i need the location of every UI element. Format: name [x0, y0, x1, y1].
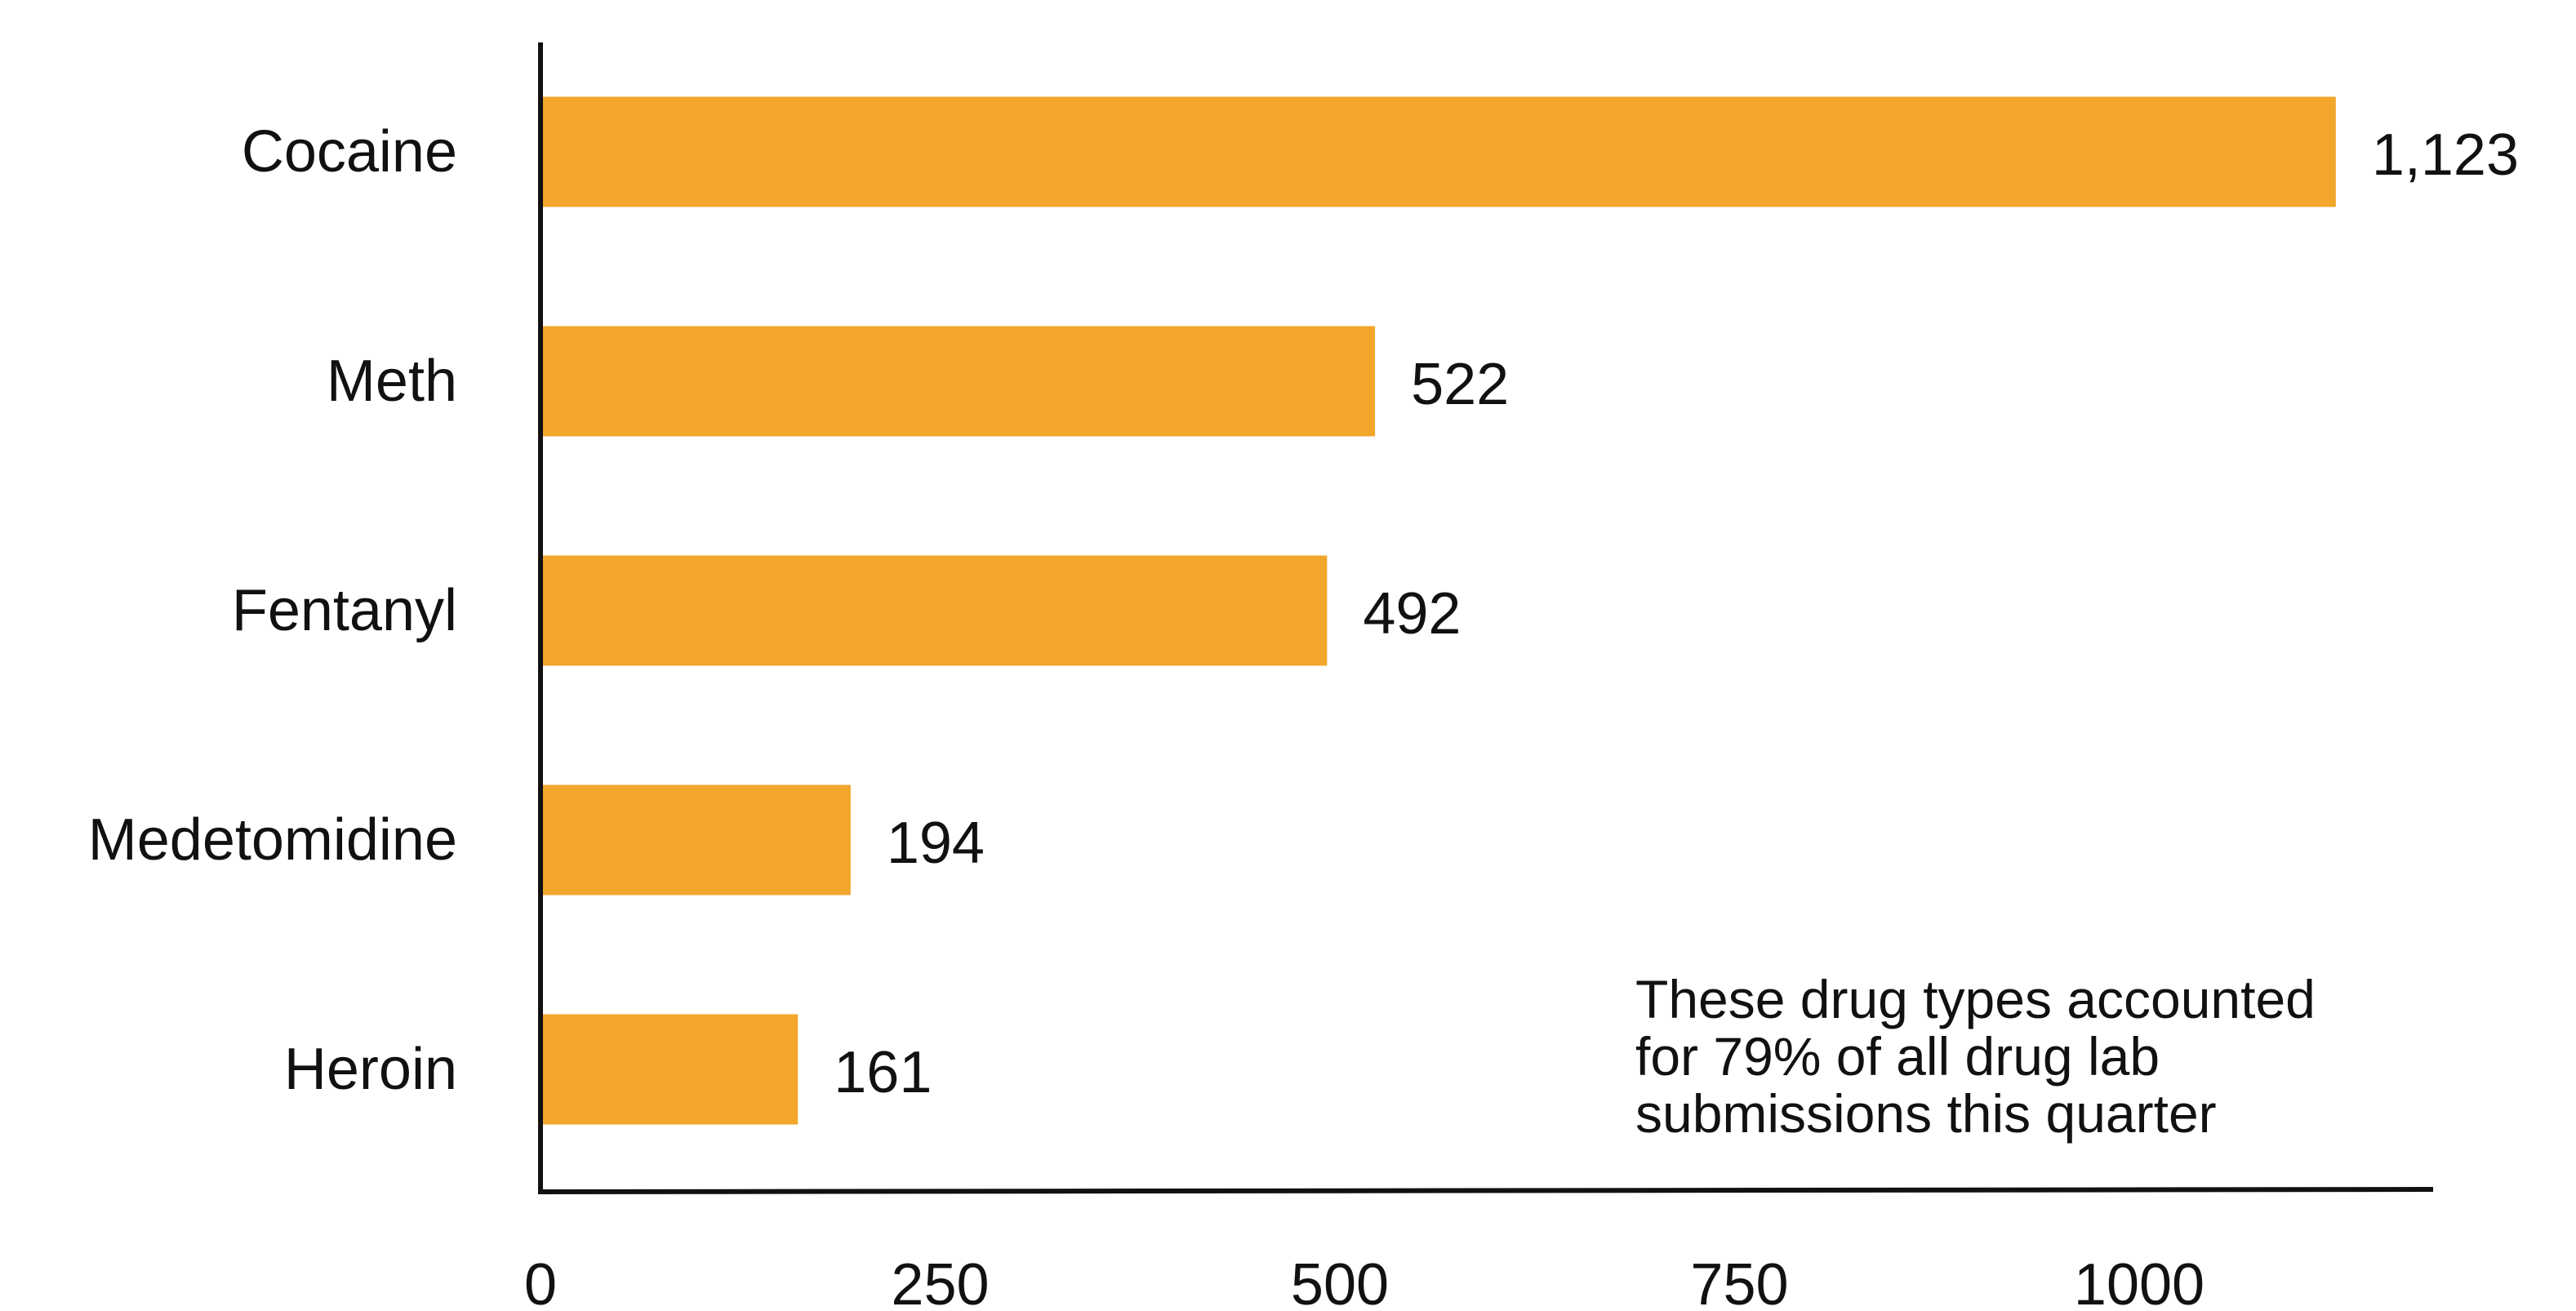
- bar-cocaine: [541, 96, 2336, 207]
- value-label-heroin: 161: [834, 1040, 932, 1105]
- annotation-line-3: submissions this quarter: [1635, 1083, 2217, 1144]
- bars-layer: [541, 96, 2336, 1125]
- bar-heroin: [541, 1014, 799, 1125]
- value-label-cocaine: 1,123: [2372, 122, 2519, 188]
- annotation-line-2: for 79% of all drug lab: [1635, 1026, 2160, 1087]
- bar-meth: [541, 326, 1376, 437]
- x-tick-label-1000: 1000: [2074, 1252, 2205, 1307]
- value-label-fentanyl: 492: [1363, 581, 1461, 647]
- x-tick-label-250: 250: [891, 1252, 989, 1307]
- category-label-medetomidine: Medetomidine: [88, 807, 457, 873]
- x-ticks-layer: 0 250 500 750 1000: [524, 1252, 2205, 1311]
- x-tick-label-750: 750: [1690, 1252, 1788, 1307]
- value-label-medetomidine: 194: [887, 811, 985, 876]
- bar-medetomidine: [541, 784, 851, 895]
- x-tick-label-0: 0: [524, 1252, 557, 1307]
- value-label-meth: 522: [1411, 352, 1509, 417]
- annotation-line-1: These drug types accounted: [1635, 969, 2316, 1029]
- bar-fentanyl: [541, 555, 1328, 666]
- x-axis-line: [537, 1187, 2434, 1194]
- category-label-fentanyl: Fentanyl: [232, 578, 457, 643]
- category-label-meth: Meth: [327, 349, 457, 414]
- category-label-cocaine: Cocaine: [242, 119, 457, 184]
- x-tick-label-500: 500: [1291, 1252, 1389, 1307]
- category-label-heroin: Heroin: [284, 1037, 457, 1102]
- labels-layer: Cocaine 1,123 Meth 522 Fentanyl 492 Medetomidi…: [88, 119, 2519, 1105]
